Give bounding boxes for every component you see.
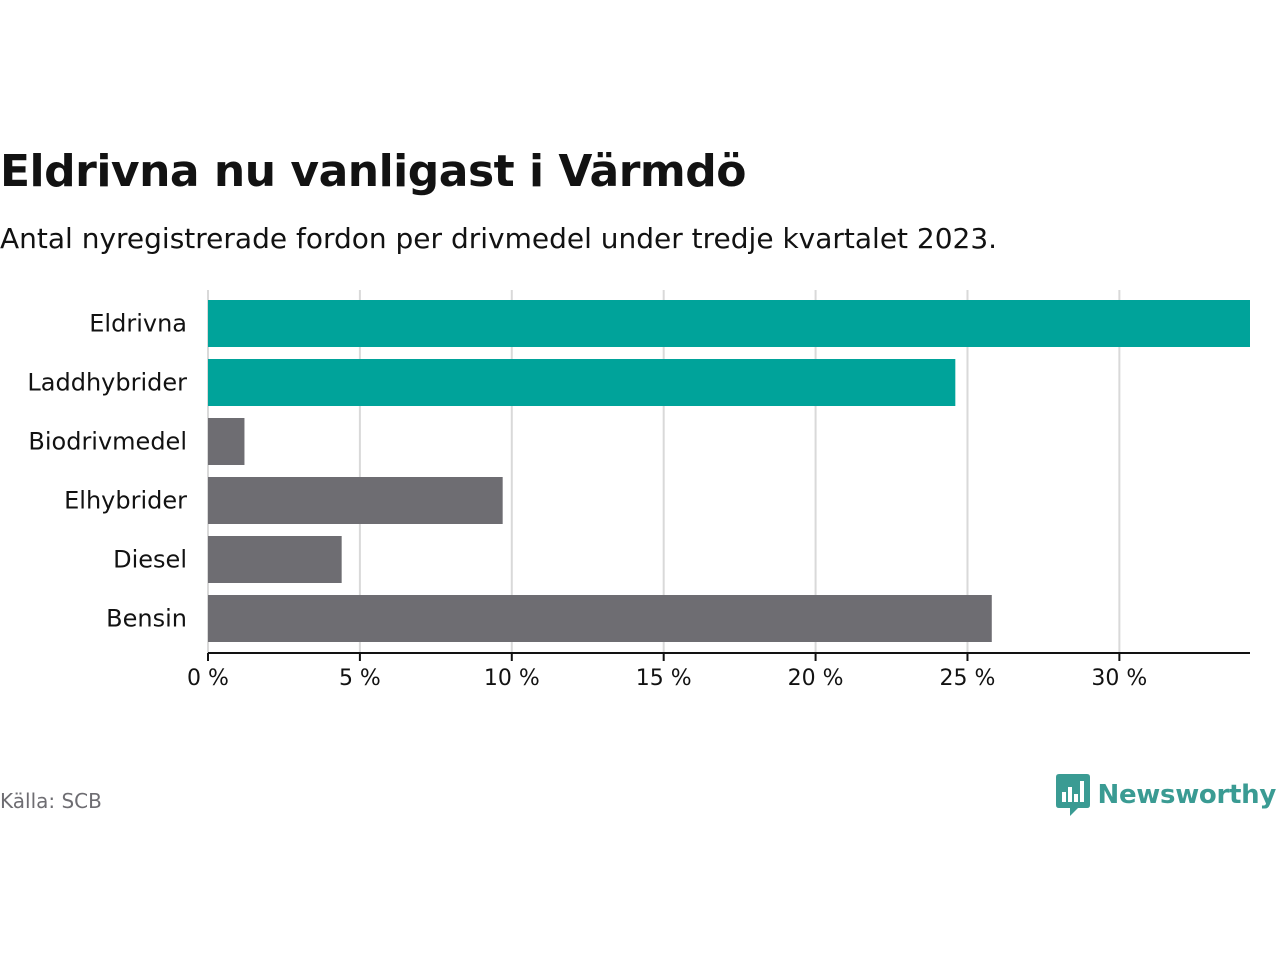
gridlines (207, 290, 1121, 653)
x-tick-label-5: 5 % (339, 666, 381, 691)
bar-laddhybrider (208, 359, 956, 406)
bar-elhybrider (208, 477, 503, 524)
category-labels: Eldrivna Laddhybrider Biodrivmedel Elhybrid… (27, 310, 187, 633)
bar-diesel (208, 536, 342, 583)
bar-bensin (208, 595, 992, 642)
bars (208, 300, 1250, 642)
category-label-eldrivna: Eldrivna (89, 310, 187, 338)
source-note: Källa: SCB (0, 789, 102, 813)
x-tick-label-15: 15 % (636, 666, 692, 691)
category-label-biodrivmedel: Biodrivmedel (28, 428, 187, 456)
bar-chart-logo-icon (1055, 774, 1090, 816)
category-label-elhybrider: Elhybrider (64, 487, 187, 515)
x-tick-label-10: 10 % (484, 666, 540, 691)
x-axis: 0 % 5 % 10 % 15 % 20 % 25 % 30 % (187, 652, 1250, 691)
category-label-bensin: Bensin (106, 605, 187, 633)
category-label-laddhybrider: Laddhybrider (27, 369, 187, 397)
category-label-diesel: Diesel (113, 546, 187, 574)
x-tick-label-0: 0 % (187, 666, 229, 691)
bar-chart: Eldrivna Laddhybrider Biodrivmedel Elhybrid… (27, 290, 1250, 691)
x-tick-label-30: 30 % (1091, 666, 1147, 691)
x-tick-label-25: 25 % (940, 666, 996, 691)
brand-logo: Newsworthy (1055, 774, 1277, 816)
chart-subtitle: Antal nyregistrerade fordon per drivmede… (0, 222, 998, 255)
brand-name: Newsworthy (1097, 780, 1277, 810)
bar-eldrivna (208, 300, 1250, 347)
x-tick-label-20: 20 % (788, 666, 844, 691)
chart-title: Eldrivna nu vanligast i Värmdö (0, 146, 747, 197)
bar-biodrivmedel (208, 418, 245, 465)
